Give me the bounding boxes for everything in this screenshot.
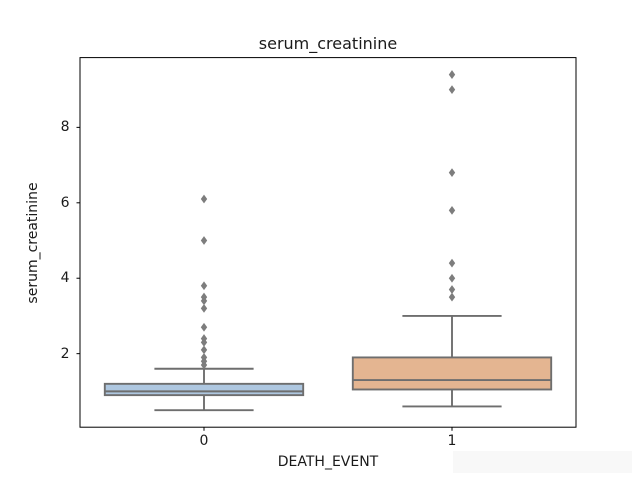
x-axis-label: DEATH_EVENT: [277, 454, 379, 470]
outlier-diamond: [448, 85, 456, 95]
outlier-diamond: [448, 205, 456, 215]
outlier-diamond: [200, 292, 208, 302]
y-tick-label: 6: [60, 194, 70, 211]
outlier-diamond: [200, 353, 208, 362]
outlier-diamond: [448, 258, 456, 268]
outlier-diamond: [200, 194, 208, 204]
y-axis-label: serum_creatinine: [25, 182, 41, 304]
outlier-diamond: [200, 345, 208, 355]
outlier-diamond: [200, 304, 208, 313]
axes-frame: [79, 57, 577, 428]
faint-artifact-rectangle: [453, 451, 632, 473]
outlier-diamond: [200, 334, 208, 343]
box-group-1: [351, 356, 553, 391]
outlier-diamond: [448, 292, 456, 302]
outlier-diamond: [200, 281, 208, 291]
x-tick-label: 1: [447, 433, 457, 450]
box-group-0: [103, 382, 305, 397]
y-tick-label: 8: [60, 119, 70, 136]
outlier-diamond: [200, 322, 208, 332]
x-tick-label: 0: [199, 433, 209, 450]
chart-title: serum_creatinine: [258, 34, 398, 53]
outlier-diamond: [448, 168, 456, 178]
outlier-diamond: [448, 285, 456, 294]
y-tick-label: 2: [60, 345, 70, 362]
outlier-diamond: [200, 236, 208, 245]
outlier-diamond: [448, 70, 456, 79]
y-tick-label: 4: [60, 270, 70, 287]
outlier-diamond: [448, 273, 456, 283]
